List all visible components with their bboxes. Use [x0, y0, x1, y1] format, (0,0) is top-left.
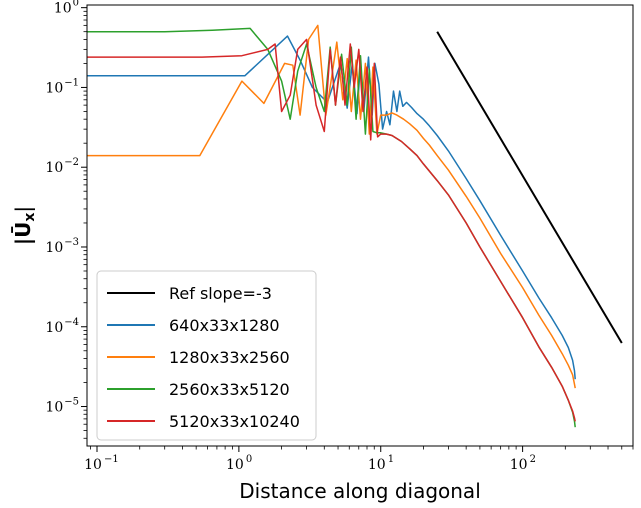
x-tick-label: 10: [510, 457, 528, 473]
series-line-1: [87, 35, 576, 380]
y-tick-label: 10: [45, 320, 63, 336]
svg-text:|Ūx|: |Ūx|: [11, 206, 38, 245]
y-tick-exponent: −2: [64, 157, 79, 168]
x-tick-exponent: 0: [246, 454, 252, 465]
x-tick-label: 10: [84, 457, 102, 473]
y-tick-exponent: 0: [73, 0, 79, 9]
series-lines: [87, 24, 623, 428]
legend-box: [96, 270, 317, 441]
y-tick-exponent: −5: [64, 397, 79, 408]
x-tick-exponent: 2: [530, 454, 536, 465]
y-tick-label: 10: [45, 240, 63, 256]
x-tick-exponent: 1: [388, 454, 394, 465]
x-tick-label: 10: [368, 457, 386, 473]
y-tick-label: 10: [45, 160, 63, 176]
y-tick-exponent: −1: [64, 77, 79, 88]
legend-label-0: Ref slope=-3: [169, 284, 272, 303]
series-line-2: [87, 24, 576, 389]
axis-ticks: [81, 7, 634, 452]
legend-entries: Ref slope=-3 640x33x1280 1280x33x2560 2560x…: [107, 284, 300, 431]
legend-label-1: 640x33x1280: [169, 316, 280, 335]
x-tick-label: 10: [226, 457, 244, 473]
x-tick-exponent: −1: [104, 454, 119, 465]
y-tick-exponent: −3: [64, 237, 79, 248]
legend: Ref slope=-3 640x33x1280 1280x33x2560 2560x…: [96, 270, 317, 441]
y-axis-label-close: |: [11, 206, 35, 213]
legend-label-3: 2560x33x5120: [169, 380, 290, 399]
y-tick-label: 10: [54, 1, 72, 17]
y-axis-label: |Ūx|: [11, 206, 38, 245]
y-axis-label-main: |Ū: [11, 222, 35, 246]
series-line-4: [87, 38, 576, 422]
y-tick-label: 10: [45, 80, 63, 96]
legend-label-4: 5120x33x10240: [169, 412, 300, 431]
y-axis-label-subscript: x: [22, 213, 38, 222]
plot-frame: [86, 4, 634, 447]
x-axis-label: Distance along diagonal: [239, 479, 481, 503]
y-tick-exponent: −4: [64, 317, 79, 328]
y-tick-label: 10: [45, 400, 63, 416]
legend-label-2: 1280x33x2560: [169, 348, 290, 367]
series-line-0: [436, 31, 623, 344]
